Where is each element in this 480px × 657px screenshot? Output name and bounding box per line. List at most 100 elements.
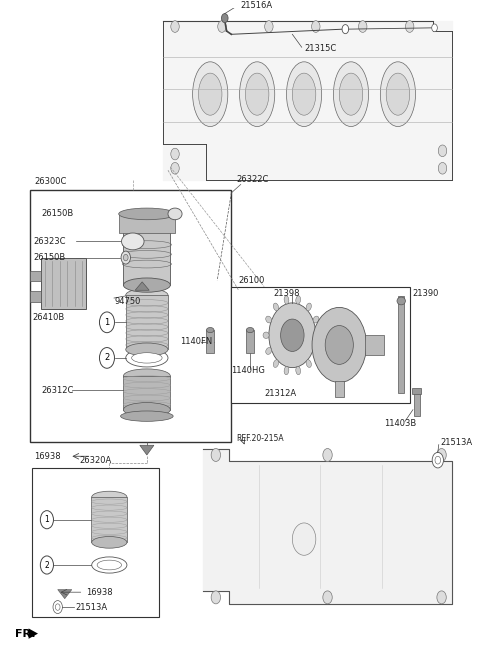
Circle shape: [99, 348, 115, 369]
Ellipse shape: [123, 403, 170, 417]
Ellipse shape: [313, 348, 319, 354]
Circle shape: [432, 24, 437, 32]
Bar: [398, 296, 404, 394]
Bar: [32, 468, 158, 617]
Bar: [30, 291, 41, 302]
Ellipse shape: [126, 349, 168, 367]
Text: 26322C: 26322C: [236, 175, 268, 185]
Circle shape: [269, 303, 316, 368]
Ellipse shape: [123, 217, 170, 231]
Ellipse shape: [313, 316, 319, 323]
Ellipse shape: [240, 62, 275, 127]
Ellipse shape: [315, 332, 322, 338]
Ellipse shape: [380, 62, 416, 127]
Polygon shape: [135, 282, 149, 290]
Text: 1: 1: [104, 318, 109, 327]
Bar: [412, 388, 421, 394]
Circle shape: [40, 510, 53, 529]
Bar: [246, 330, 254, 353]
Polygon shape: [58, 589, 72, 599]
Text: 21513A: 21513A: [440, 438, 472, 447]
Ellipse shape: [121, 233, 144, 250]
Text: 26100: 26100: [239, 276, 265, 284]
Text: 26312C: 26312C: [41, 386, 73, 395]
Circle shape: [323, 449, 332, 461]
Ellipse shape: [266, 348, 272, 354]
Ellipse shape: [126, 288, 168, 302]
Text: 21312A: 21312A: [264, 389, 296, 398]
Ellipse shape: [123, 278, 170, 292]
Circle shape: [312, 307, 367, 382]
Text: 21315C: 21315C: [304, 44, 336, 53]
Text: 26150B: 26150B: [41, 210, 73, 218]
Bar: [123, 376, 170, 410]
Bar: [30, 271, 41, 281]
Ellipse shape: [192, 62, 228, 127]
Circle shape: [325, 325, 353, 365]
Circle shape: [342, 24, 348, 34]
Polygon shape: [163, 22, 452, 180]
Ellipse shape: [266, 316, 272, 323]
Text: 26150B: 26150B: [33, 253, 66, 262]
Text: 21390: 21390: [412, 288, 438, 298]
Ellipse shape: [246, 327, 254, 332]
Ellipse shape: [386, 73, 409, 115]
Polygon shape: [203, 449, 452, 604]
Text: 1: 1: [45, 515, 49, 524]
Text: FR.: FR.: [15, 629, 36, 639]
Text: 1140FN: 1140FN: [180, 337, 212, 346]
Circle shape: [221, 14, 228, 22]
Text: 26323C: 26323C: [33, 237, 66, 246]
Bar: [30, 190, 231, 442]
Circle shape: [281, 319, 304, 351]
Circle shape: [55, 604, 60, 610]
Ellipse shape: [168, 208, 182, 219]
Text: 16938: 16938: [34, 452, 61, 461]
Text: 94750: 94750: [114, 297, 140, 306]
Circle shape: [437, 449, 446, 461]
Text: 16938: 16938: [86, 587, 112, 597]
Bar: [231, 286, 409, 403]
Bar: [414, 390, 420, 416]
Text: 2: 2: [104, 353, 109, 363]
Bar: [335, 380, 344, 397]
Text: REF.20-215A: REF.20-215A: [236, 434, 284, 443]
Text: 2: 2: [45, 560, 49, 570]
Text: 21516A: 21516A: [241, 1, 273, 10]
Ellipse shape: [334, 62, 369, 127]
Ellipse shape: [284, 367, 289, 374]
Circle shape: [123, 254, 128, 261]
Circle shape: [406, 21, 414, 32]
Text: 26410B: 26410B: [32, 313, 64, 322]
Ellipse shape: [339, 73, 363, 115]
Ellipse shape: [92, 557, 127, 573]
Ellipse shape: [287, 62, 322, 127]
Bar: [119, 214, 175, 233]
Ellipse shape: [123, 369, 170, 383]
Circle shape: [432, 453, 444, 468]
Circle shape: [211, 591, 220, 604]
Circle shape: [437, 591, 446, 604]
Circle shape: [121, 251, 131, 264]
Circle shape: [435, 456, 441, 464]
Circle shape: [323, 591, 332, 604]
Ellipse shape: [92, 491, 127, 503]
Circle shape: [438, 162, 447, 174]
Ellipse shape: [119, 208, 175, 219]
Ellipse shape: [306, 360, 312, 367]
Text: 21398: 21398: [274, 288, 300, 298]
Circle shape: [53, 600, 62, 614]
Ellipse shape: [296, 296, 300, 304]
Circle shape: [359, 21, 367, 32]
Text: 11403B: 11403B: [384, 419, 416, 428]
Ellipse shape: [284, 296, 289, 304]
Circle shape: [171, 162, 179, 174]
Ellipse shape: [97, 560, 121, 570]
Bar: [92, 497, 127, 542]
Bar: [365, 335, 384, 355]
Circle shape: [171, 148, 179, 160]
Ellipse shape: [132, 353, 162, 363]
Text: 26300C: 26300C: [34, 177, 67, 187]
Circle shape: [99, 312, 115, 332]
Text: 21513A: 21513A: [75, 602, 107, 612]
